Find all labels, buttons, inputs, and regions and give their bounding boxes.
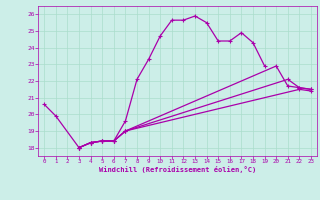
X-axis label: Windchill (Refroidissement éolien,°C): Windchill (Refroidissement éolien,°C) [99, 166, 256, 173]
